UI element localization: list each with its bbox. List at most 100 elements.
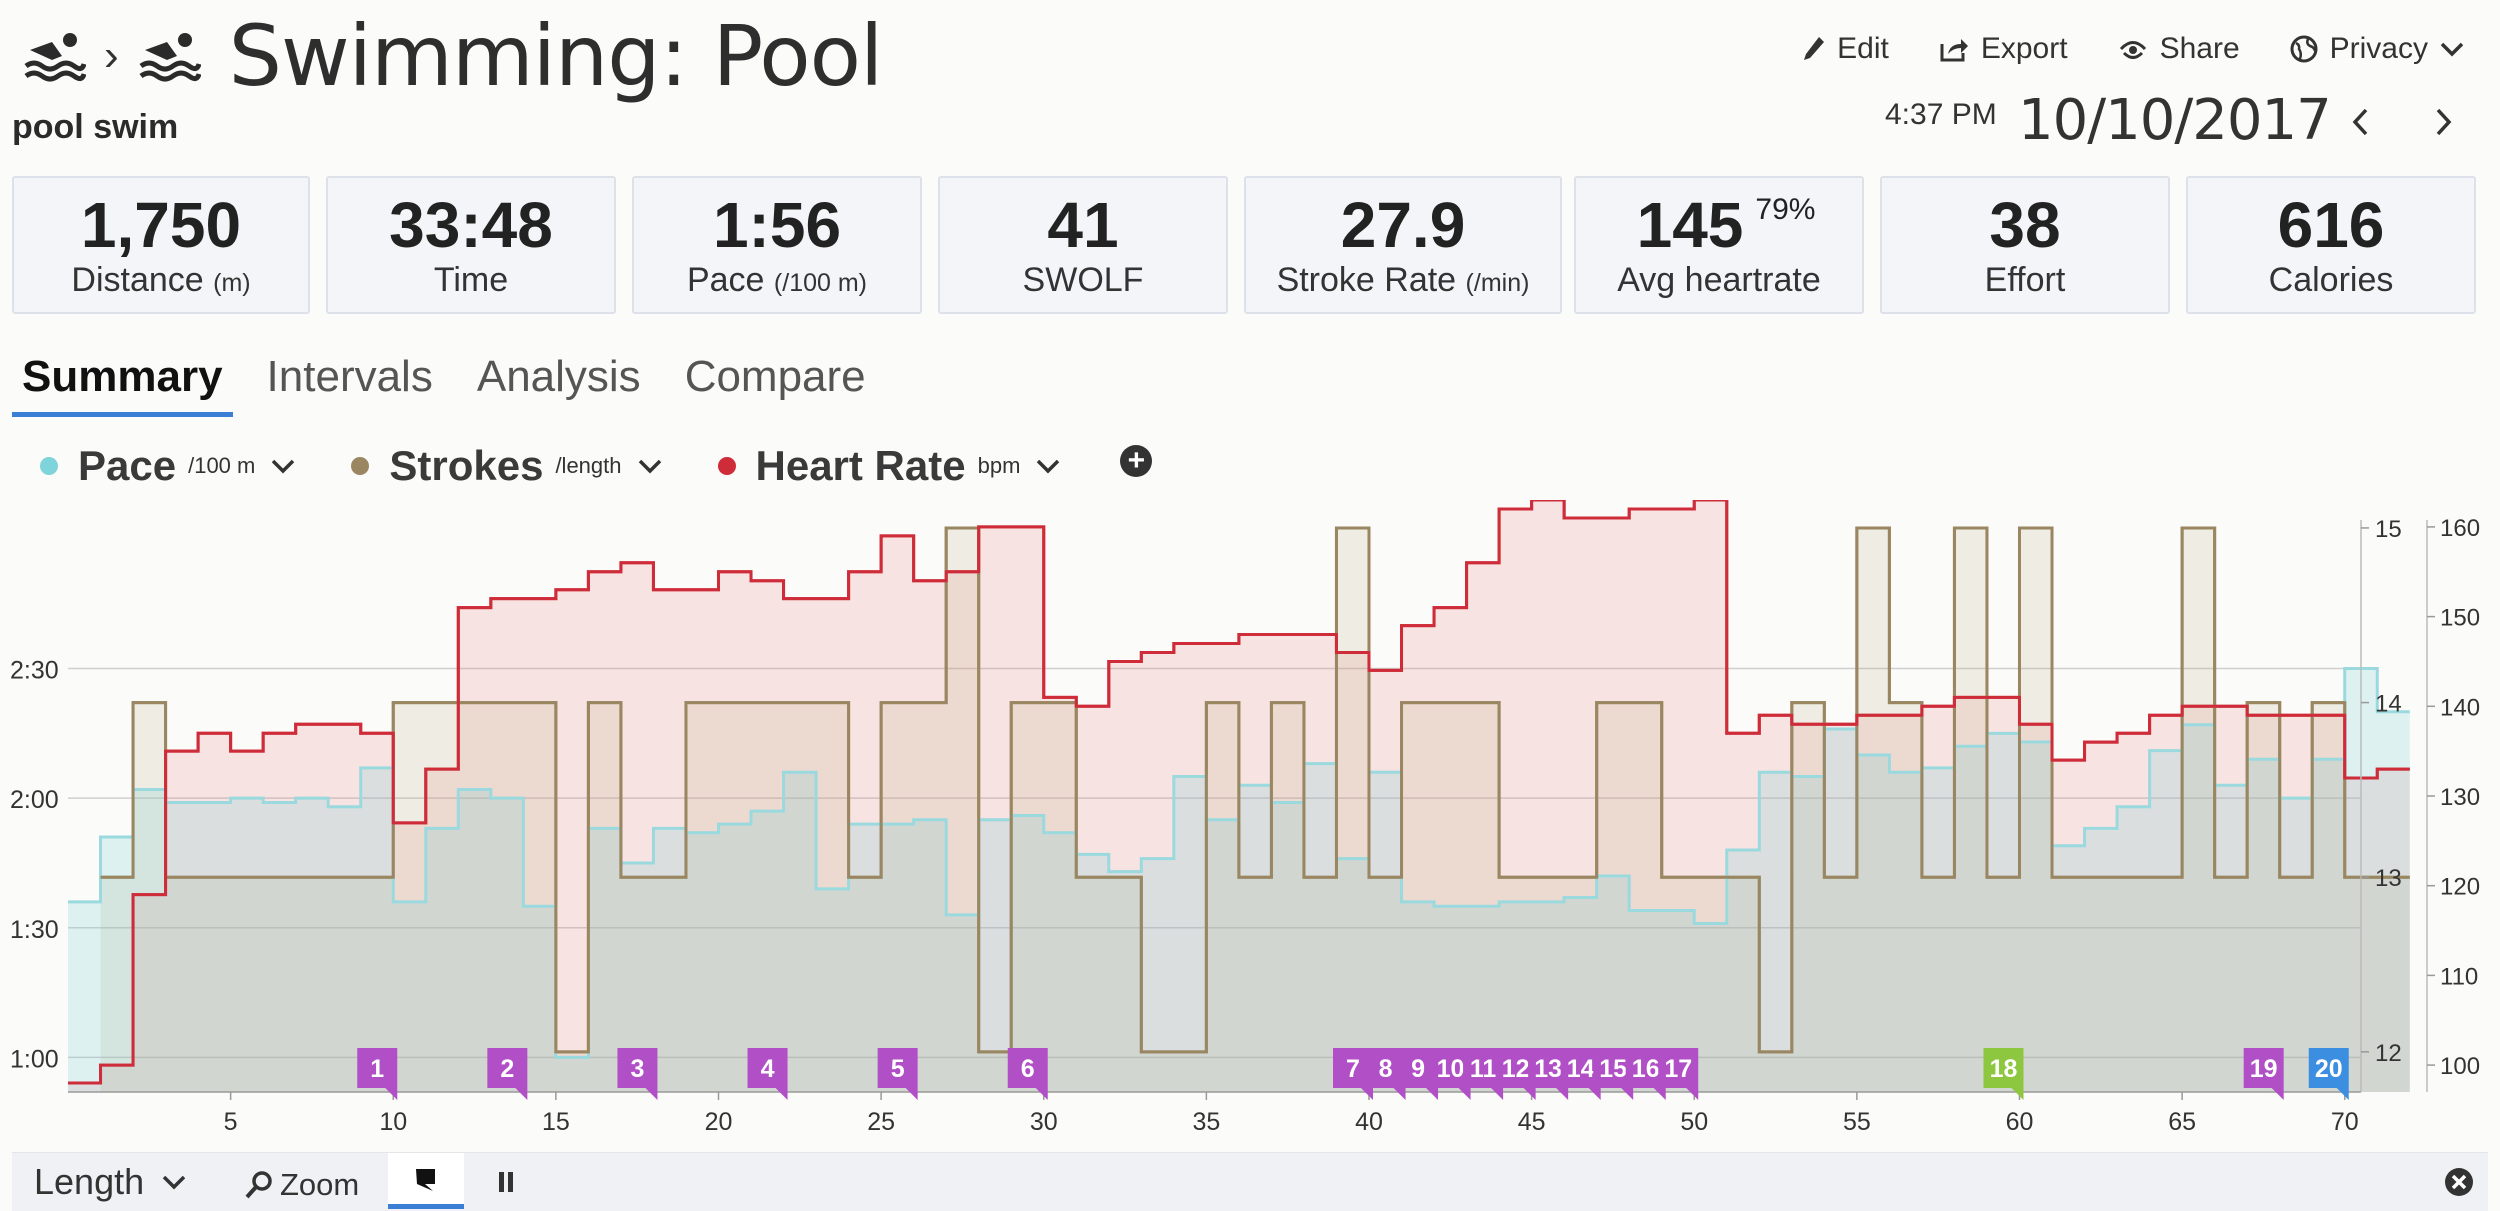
chevron-left-icon xyxy=(2352,108,2368,136)
interval-marker-label: 20 xyxy=(2315,1055,2343,1083)
interval-marker xyxy=(357,1048,398,1100)
strokes-color-dot xyxy=(351,457,370,475)
interval-marker-label: 5 xyxy=(891,1055,905,1083)
interval-marker-label: 19 xyxy=(2250,1055,2278,1083)
x-axis-mode-dropdown[interactable]: Length xyxy=(34,1161,186,1203)
legend-unit: /length xyxy=(555,453,622,478)
interval-marker-label: 9 xyxy=(1411,1055,1425,1083)
globe-icon xyxy=(2290,35,2318,63)
export-icon xyxy=(1940,39,1968,62)
interval-marker xyxy=(2243,1048,2284,1100)
strokes-tick-label: 12 xyxy=(2375,1040,2402,1067)
interval-marker xyxy=(1007,1048,1048,1100)
zoom-button[interactable]: Zoom xyxy=(244,1167,359,1203)
interval-marker xyxy=(747,1048,788,1100)
chevron-down-icon xyxy=(272,459,295,474)
stat-value: 1,750 xyxy=(80,189,242,261)
heart-rate-color-dot xyxy=(717,457,736,475)
privacy-dropdown[interactable]: Privacy xyxy=(2290,32,2464,66)
stat-value: 38 xyxy=(1989,189,2061,261)
legend-label: Pace xyxy=(78,442,177,489)
breadcrumb: › Swimming: Pool xyxy=(22,14,883,98)
heart-rate-tick-label: 100 xyxy=(2440,1053,2480,1080)
zoom-label: Zoom xyxy=(280,1167,360,1202)
stat-value: 616 xyxy=(2277,189,2385,261)
interval-marker xyxy=(1365,1048,1406,1100)
tab-compare[interactable]: Compare xyxy=(684,352,866,401)
heart-rate-tick-label: 120 xyxy=(2440,874,2480,901)
interval-marker-label: 1 xyxy=(370,1055,384,1083)
interval-marker xyxy=(1463,1048,1504,1100)
privacy-label: Privacy xyxy=(2329,32,2428,65)
export-label: Export xyxy=(1980,32,2068,65)
stat-value: 41 xyxy=(1047,189,1119,261)
pace-tick-label: 1:00 xyxy=(10,1045,59,1073)
heartrate-percent: 79% xyxy=(1755,193,1816,226)
stat-pace: 1:56 Pace (/100 m) xyxy=(632,176,922,314)
pause-segments-toggle[interactable] xyxy=(498,1171,514,1198)
x-tick-label: 40 xyxy=(1355,1108,1383,1136)
export-button[interactable]: Export xyxy=(1939,32,2068,66)
interval-marker xyxy=(1528,1048,1569,1100)
interval-marker xyxy=(1983,1048,2024,1100)
x-axis-mode-label: Length xyxy=(34,1161,145,1202)
next-activity-button[interactable] xyxy=(2424,102,2464,142)
legend-strokes[interactable]: Strokes /length xyxy=(351,442,661,490)
heart-rate-series-line xyxy=(68,500,2410,1085)
stat-distance: 1,750 Distance (m) xyxy=(12,176,310,314)
x-tick-label: 15 xyxy=(542,1108,570,1136)
tab-summary[interactable]: Summary xyxy=(12,352,233,417)
stat-value: 1:56 xyxy=(712,189,842,261)
legend-pace[interactable]: Pace /100 m xyxy=(40,442,295,490)
chevron-down-icon xyxy=(2440,42,2464,57)
x-tick-label: 65 xyxy=(2168,1108,2196,1136)
previous-activity-button[interactable] xyxy=(2340,102,2380,142)
stat-calories: 616 Calories xyxy=(2186,176,2476,314)
share-button[interactable]: Share xyxy=(2118,32,2240,66)
swimmer-icon[interactable] xyxy=(22,30,86,82)
legend-heart-rate[interactable]: Heart Rate bpm xyxy=(717,442,1061,490)
interval-marker-label: 14 xyxy=(1567,1055,1595,1083)
interval-marker-label: 17 xyxy=(1664,1055,1692,1083)
heart-rate-tick-label: 160 xyxy=(2440,515,2480,542)
legend-unit: bpm xyxy=(977,453,1021,478)
activity-subtitle: pool swim xyxy=(12,108,179,146)
workout-chart[interactable]: 1:001:302:002:305 10 15 20 25 30 35 40 45 50 55 60 6… xyxy=(0,500,2500,1152)
interval-marker xyxy=(2308,1048,2349,1100)
interval-marker-label: 6 xyxy=(1021,1055,1035,1083)
strokes-tick-label: 14 xyxy=(2375,691,2402,718)
heart-rate-tick-label: 110 xyxy=(2440,963,2478,990)
add-series-button[interactable]: + xyxy=(1120,445,1153,477)
share-label: Share xyxy=(2159,32,2240,65)
legend-label: Heart Rate xyxy=(755,442,966,489)
interval-marker xyxy=(617,1048,658,1100)
x-tick-label: 30 xyxy=(1030,1108,1058,1136)
activity-time: 4:37 PM xyxy=(1885,98,1997,131)
interval-marker xyxy=(1332,1048,1373,1100)
stat-value: 145 xyxy=(1636,189,1744,261)
tab-intervals[interactable]: Intervals xyxy=(266,352,433,401)
tab-analysis[interactable]: Analysis xyxy=(476,352,641,401)
x-tick-label: 60 xyxy=(2006,1108,2034,1136)
interval-marker-label: 7 xyxy=(1346,1055,1360,1083)
close-chart-button[interactable] xyxy=(2444,1167,2474,1202)
interval-marker xyxy=(1495,1048,1536,1100)
stat-value: 27.9 xyxy=(1340,189,1466,261)
strokes-tick-label: 15 xyxy=(2375,516,2402,543)
view-tabs: Summary Intervals Analysis Compare xyxy=(12,352,876,417)
stat-swolf: 41 SWOLF xyxy=(938,176,1228,314)
strokes-series-line xyxy=(100,526,2410,1054)
interval-marker-label: 18 xyxy=(1990,1055,2018,1083)
interval-marker-label: 15 xyxy=(1599,1055,1627,1083)
interval-marker-label: 13 xyxy=(1534,1055,1562,1083)
chevron-down-icon xyxy=(162,1175,186,1190)
interval-marker-label: 3 xyxy=(630,1055,644,1083)
stat-label: Effort xyxy=(1984,261,2066,299)
stat-label: Calories xyxy=(2268,261,2394,299)
x-tick-label: 55 xyxy=(1843,1108,1871,1136)
interval-marker-label: 10 xyxy=(1437,1055,1465,1083)
chart-legend: Pace /100 m Strokes /length Heart Rate b… xyxy=(40,442,1153,490)
edit-button[interactable]: Edit xyxy=(1803,32,1889,66)
interval-markers-toggle[interactable] xyxy=(388,1153,464,1209)
x-tick-label: 70 xyxy=(2331,1108,2359,1136)
